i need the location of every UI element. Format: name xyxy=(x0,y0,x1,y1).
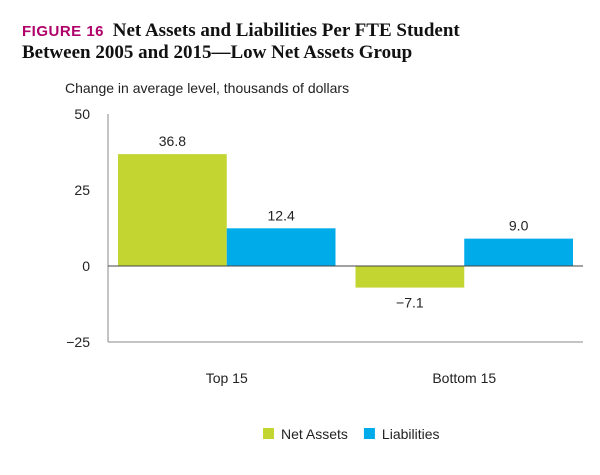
category-label: Bottom 15 xyxy=(432,370,496,386)
y-tick-label: −25 xyxy=(66,334,90,350)
bar xyxy=(464,238,573,266)
legend: Net Assets Liabilities xyxy=(263,426,440,442)
y-tick-label: 50 xyxy=(74,106,90,122)
y-axis-label: Change in average level, thousands of do… xyxy=(65,80,349,96)
data-label: 12.4 xyxy=(268,207,295,223)
legend-label: Net Assets xyxy=(281,426,348,442)
chart-title-block: FIGURE 16 Net Assets and Liabilities Per… xyxy=(22,20,592,63)
category-labels: Top 15 Bottom 15 xyxy=(206,370,497,386)
category-label: Top 15 xyxy=(206,370,248,386)
bars xyxy=(118,154,573,288)
chart-title: Net Assets and Liabilities Per FTE Stude… xyxy=(112,20,460,41)
data-label: 9.0 xyxy=(509,218,529,234)
data-label: −7.1 xyxy=(396,295,424,311)
figure-label: FIGURE 16 xyxy=(22,23,105,40)
y-tick-label: 25 xyxy=(74,182,90,198)
y-ticks: 50 25 0 −25 xyxy=(66,106,90,350)
title-line-1: FIGURE 16 Net Assets and Liabilities Per… xyxy=(22,20,592,42)
value-labels: 36.8 12.4 −7.1 9.0 xyxy=(159,133,529,310)
legend-swatch xyxy=(363,428,375,439)
legend-label: Liabilities xyxy=(382,426,440,442)
y-tick-label: 0 xyxy=(82,258,90,274)
legend-swatch xyxy=(263,428,274,439)
chart-subtitle: Between 2005 and 2015—Low Net Assets Gro… xyxy=(22,42,413,63)
bar xyxy=(355,266,465,288)
data-label: 36.8 xyxy=(159,133,186,149)
bar xyxy=(226,228,336,266)
bar xyxy=(118,154,227,266)
